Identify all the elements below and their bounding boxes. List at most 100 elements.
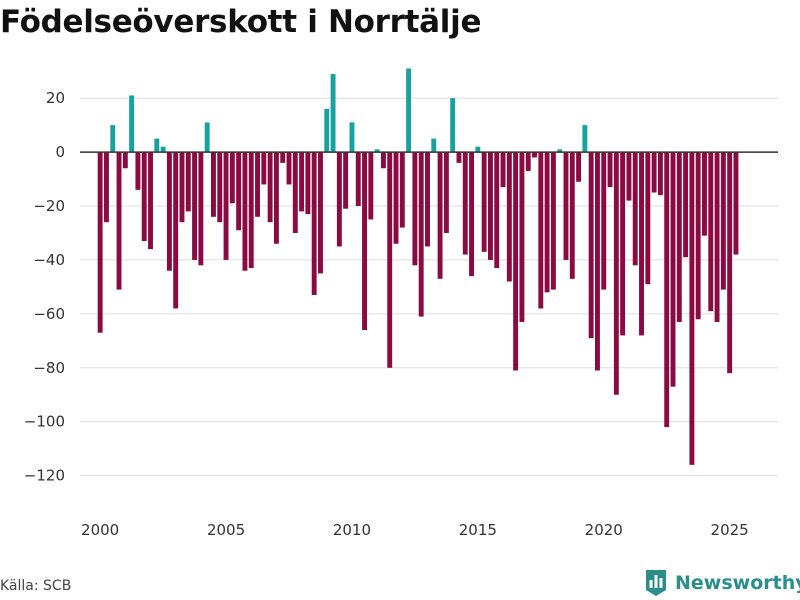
bar	[380, 152, 386, 169]
bar	[160, 146, 166, 153]
bar	[229, 152, 235, 204]
bar	[110, 125, 116, 153]
bar	[141, 152, 147, 242]
bar	[733, 152, 739, 255]
bar	[286, 152, 292, 185]
y-tick-label: −40	[33, 251, 65, 269]
bar	[217, 152, 223, 223]
bar	[387, 152, 393, 368]
x-axis-ticks: 2000 2005 2010 2015 2020 2025	[81, 521, 749, 539]
bar	[97, 152, 103, 333]
bar	[280, 152, 286, 163]
bar	[500, 152, 506, 188]
bar	[305, 152, 311, 215]
bar	[720, 152, 726, 290]
bar	[475, 146, 481, 153]
bar	[708, 152, 714, 312]
bar	[676, 152, 682, 322]
x-tick-label: 2005	[207, 521, 245, 539]
bar	[645, 152, 651, 285]
bar	[727, 152, 733, 374]
bar	[299, 152, 305, 212]
bar	[557, 149, 563, 153]
bar	[192, 152, 198, 260]
y-tick-label: −120	[24, 467, 65, 485]
y-tick-label: −20	[33, 197, 65, 215]
bar	[185, 152, 191, 212]
bar	[506, 152, 512, 282]
bar	[588, 152, 594, 339]
bar	[248, 152, 254, 269]
bar	[362, 152, 367, 331]
x-tick-label: 2025	[711, 521, 749, 539]
bar	[695, 152, 701, 320]
bar	[481, 152, 487, 252]
bar	[399, 152, 405, 228]
bar	[425, 152, 430, 247]
bar	[525, 152, 531, 171]
bar	[626, 152, 632, 201]
source-note: Källa: SCB	[0, 578, 72, 594]
bar	[223, 152, 229, 260]
bar	[349, 122, 355, 153]
bar	[103, 152, 109, 223]
bar	[166, 152, 172, 271]
bar	[714, 152, 720, 322]
bar	[544, 152, 550, 293]
bar	[613, 152, 619, 395]
bar	[368, 152, 374, 220]
bar	[116, 152, 122, 290]
bar	[336, 152, 342, 247]
bar	[324, 108, 330, 153]
bar	[576, 152, 582, 182]
bar	[632, 152, 638, 266]
bar	[456, 152, 462, 163]
bar	[595, 152, 600, 371]
bar	[355, 152, 361, 206]
bar	[179, 152, 185, 223]
bar	[664, 152, 670, 428]
bar	[173, 152, 179, 309]
bar	[532, 152, 537, 158]
bar	[513, 152, 519, 371]
bar	[657, 152, 663, 196]
bar	[651, 152, 657, 193]
bar	[393, 152, 399, 244]
chart-title: Födelseöverskott i Norrtälje	[0, 4, 482, 40]
bar	[582, 125, 588, 153]
bar	[318, 152, 323, 274]
bar	[519, 152, 525, 322]
bar	[129, 95, 135, 153]
bar	[198, 152, 204, 266]
bar	[563, 152, 569, 260]
bar	[122, 152, 128, 169]
bar	[267, 152, 273, 223]
y-axis-ticks: 20 0 −20 −40 −60 −80 −100 −120	[24, 89, 65, 485]
chart-logo-icon	[646, 570, 666, 596]
bar	[406, 68, 412, 153]
bar	[689, 152, 695, 465]
bar	[601, 152, 607, 290]
bar	[204, 122, 210, 153]
bar	[431, 138, 437, 153]
bar	[255, 152, 260, 217]
bar	[487, 152, 493, 260]
bar	[148, 152, 153, 250]
bar	[236, 152, 242, 231]
bar	[550, 152, 556, 290]
bar	[311, 152, 317, 295]
bars	[97, 68, 739, 465]
bar	[462, 152, 468, 255]
y-tick-label: −100	[24, 413, 65, 431]
brand-logo[interactable]: Newsworthy	[644, 568, 800, 598]
bar	[412, 152, 418, 266]
y-tick-label: −60	[33, 305, 65, 323]
bar	[261, 152, 267, 185]
bar	[211, 152, 216, 217]
bar	[135, 152, 141, 190]
bar	[702, 152, 707, 236]
y-tick-label: −80	[33, 359, 65, 377]
x-tick-label: 2000	[81, 521, 119, 539]
bar	[418, 152, 424, 317]
